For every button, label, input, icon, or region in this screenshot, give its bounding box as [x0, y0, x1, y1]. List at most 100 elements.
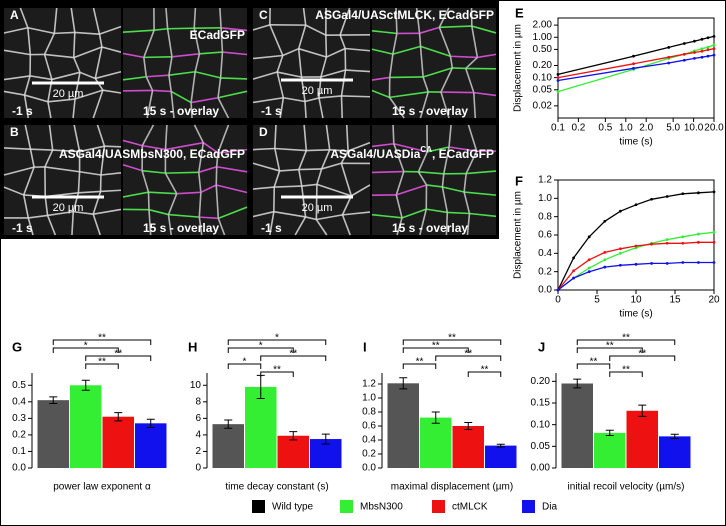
cell-edge [168, 56, 173, 76]
cell-edge [339, 7, 351, 36]
cell-edge [193, 28, 201, 54]
bar [387, 383, 419, 468]
cell-edge [164, 124, 168, 150]
cell-edge [92, 89, 104, 119]
cell-edge [100, 146, 106, 176]
cell-edge [47, 98, 76, 103]
y-tick-label: 0.6 [362, 421, 376, 432]
cell-edge [321, 162, 342, 170]
bar [277, 435, 309, 468]
y-tick-label: 6 [195, 413, 201, 424]
data-point [665, 262, 669, 265]
y-tick-label: 2 [195, 446, 201, 457]
cell-edge [277, 71, 302, 78]
cell-edge [198, 166, 217, 174]
data-point [706, 48, 710, 52]
legend-label: Wild type [272, 502, 314, 513]
micrograph [372, 8, 496, 118]
cell-edge [329, 148, 349, 152]
cell-edge [276, 55, 284, 73]
data-point [619, 209, 622, 213]
cell-edge [440, 91, 450, 119]
cell-edge [389, 76, 424, 79]
scale-label: 20 µm [53, 88, 84, 100]
data-point [693, 51, 696, 54]
cell-edge [142, 169, 166, 174]
error-bar [114, 412, 123, 422]
cell-edge [194, 53, 201, 72]
data-point [556, 73, 560, 76]
data-point [712, 230, 716, 234]
cell-edge [165, 7, 169, 29]
y-tick-label: 1.00 [533, 32, 553, 43]
data-point [682, 58, 686, 62]
y-tick-label: 0.15 [531, 398, 551, 409]
panel-label: D [259, 125, 268, 139]
cell-edge [73, 46, 103, 59]
cell-edge [102, 89, 122, 94]
bar [245, 386, 277, 468]
cell-edge [29, 149, 35, 168]
error-bar [146, 418, 155, 428]
cell-edge [197, 142, 205, 173]
error-bar [573, 378, 582, 389]
cell-edge [141, 124, 155, 147]
data-point [603, 219, 607, 223]
time-label: -1 s [261, 221, 282, 235]
panel-title: ASGal4/UASDiaCA, ECadGFP [330, 145, 494, 161]
panel-title: ASGal4/UASMbsN300, ECadGFP [59, 147, 245, 161]
cell-edge [393, 142, 428, 153]
cell-edge [283, 96, 306, 103]
cell-edge [448, 124, 452, 148]
cell-edge [471, 25, 497, 34]
data-point [697, 240, 700, 244]
data-point [667, 55, 671, 59]
cell-edge [29, 75, 53, 81]
cell-edge [43, 54, 53, 80]
cell-edge [217, 124, 230, 154]
cell-edge [441, 186, 449, 213]
significance-bracket [402, 347, 469, 353]
cell-edge [170, 90, 192, 104]
cell-edge [371, 170, 404, 174]
cell-edge [340, 150, 349, 164]
cell-edge [415, 7, 421, 34]
cell-edge [22, 166, 35, 196]
data-point [619, 251, 622, 255]
micrograph [123, 8, 247, 118]
significance-bracket [609, 371, 643, 377]
cell-edge [305, 24, 327, 36]
data-point [706, 45, 710, 49]
cell-edge [315, 219, 328, 236]
y-tick-label: 0.3 [12, 413, 26, 424]
cell-edge [371, 142, 394, 148]
cell-edge [345, 69, 371, 73]
x-axis-label: time (s) [619, 137, 652, 148]
cell-edge [197, 172, 202, 193]
y-tick-label: 4 [195, 430, 201, 441]
x-axis-label: time decay constant (s) [225, 482, 328, 493]
cell-edge [305, 216, 317, 221]
legend-label: Dia [542, 502, 557, 513]
cell-edge [341, 95, 371, 98]
cell-edge [190, 71, 196, 103]
error-bar [638, 404, 647, 417]
cell-edge [51, 71, 81, 81]
error-bar [224, 419, 233, 429]
cell-edge [19, 7, 29, 29]
cell-edge [294, 216, 307, 236]
cell-edge [222, 51, 248, 56]
data-point [587, 270, 591, 274]
x-axis-label: power law exponent α [53, 482, 151, 493]
cell-edge [341, 195, 353, 216]
cell-edge [99, 25, 122, 35]
cell-edge [74, 31, 100, 35]
cell-edge [215, 152, 219, 167]
cell-edge [217, 148, 248, 154]
panel-label: I [363, 339, 367, 354]
cell-edge [146, 74, 169, 78]
cell-edge [316, 168, 323, 185]
cell-edge [396, 184, 427, 196]
cell-edge [152, 89, 172, 93]
cell-edge [300, 185, 307, 218]
